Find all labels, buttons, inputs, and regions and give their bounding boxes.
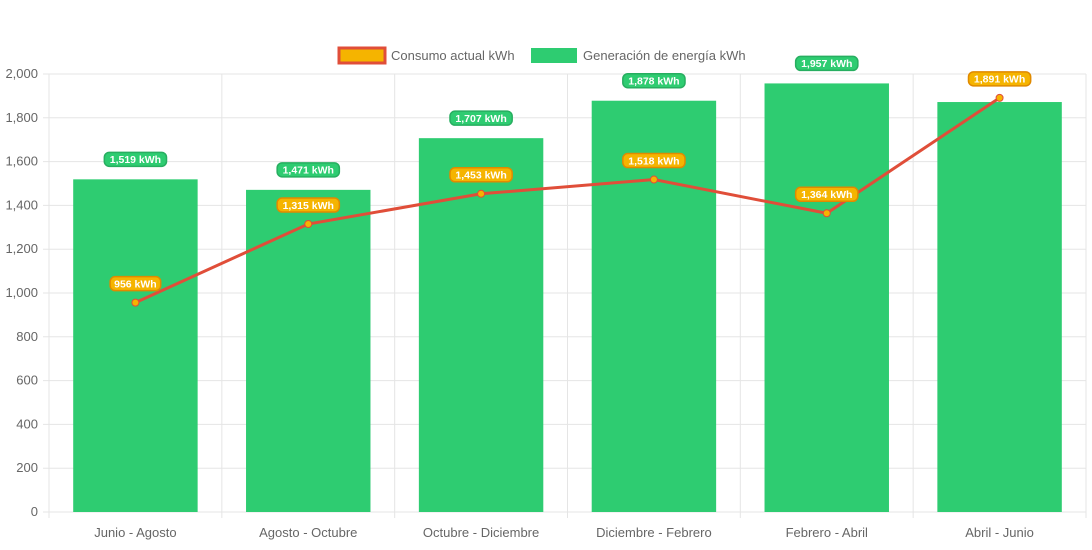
- line-value-label-box: [794, 186, 859, 203]
- y-tick-label: 0: [31, 504, 38, 519]
- bar[interactable]: [73, 179, 198, 513]
- line-value-label-box: [622, 152, 686, 169]
- legend: Consumo actual kWh Generación de energía…: [337, 46, 746, 65]
- line-value-label-text: 1,891 kWh: [974, 74, 1025, 86]
- x-tick-label: Agosto - Octubre: [259, 525, 357, 540]
- y-tick-label: 600: [16, 373, 38, 388]
- bar[interactable]: [246, 189, 371, 512]
- bar-value-label-text: 1,878 kWh: [628, 76, 679, 88]
- bar-value-label-box: [622, 72, 686, 89]
- line-point[interactable]: [995, 93, 1004, 102]
- line-value-label: 1,315 kWh: [276, 197, 341, 213]
- line-value-label: 1,453 kWh: [449, 167, 513, 183]
- line-value-label-text: 1,518 kWh: [628, 155, 679, 167]
- line-point[interactable]: [822, 209, 831, 218]
- line-value-label-text: 1,364 kWh: [801, 189, 852, 201]
- bar-value-label-box: [449, 110, 513, 126]
- grid-lines: [43, 73, 1087, 518]
- line-point[interactable]: [131, 298, 140, 307]
- y-tick-label: 1,600: [5, 154, 38, 169]
- line-value-label: 1,518 kWh: [622, 152, 686, 169]
- bar-value-label-text: 1,707 kWh: [455, 113, 506, 125]
- bar-value-label-box: [276, 162, 341, 178]
- line-value-label-box: [109, 275, 162, 292]
- y-tick-label: 1,800: [5, 110, 38, 125]
- x-tick-label: Abril - Junio: [965, 525, 1034, 540]
- bar-series-generacion: [73, 83, 1062, 513]
- line-point[interactable]: [304, 220, 313, 229]
- data-labels: 1,519 kWh 1,471 kWh 1,707 kWh 1,878 kWh 1,95…: [103, 55, 1032, 292]
- line-value-label-text: 1,453 kWh: [455, 170, 506, 182]
- legend-label-consumo[interactable]: Consumo actual kWh: [391, 48, 515, 63]
- line-value-label: 1,891 kWh: [967, 71, 1032, 87]
- bar-value-label: 1,957 kWh: [794, 55, 859, 72]
- line-value-label-text: 956 kWh: [114, 278, 157, 290]
- line-value-label-box: [449, 167, 513, 183]
- x-tick-label: Junio - Agosto: [94, 525, 176, 540]
- line-value-label-box: [276, 197, 341, 213]
- bar-value-label: 1,878 kWh: [622, 72, 686, 89]
- line-value-label: 1,364 kWh: [794, 186, 859, 203]
- line-point[interactable]: [477, 189, 486, 198]
- y-axis: 0 200 400 600 800 1,000 1,200 1,400 1,600 1,800 2,…: [5, 66, 38, 519]
- bar-value-label: 1,707 kWh: [449, 110, 513, 126]
- bar-value-label: 1,471 kWh: [276, 162, 341, 178]
- y-tick-label: 1,000: [5, 285, 38, 300]
- bar[interactable]: [764, 83, 889, 513]
- x-tick-label: Febrero - Abril: [786, 525, 868, 540]
- legend-swatch-consumo[interactable]: [337, 46, 387, 65]
- x-axis: Junio - Agosto Agosto - Octubre Octubre - …: [94, 525, 1034, 540]
- legend-label-generacion[interactable]: Generación de energía kWh: [583, 48, 746, 63]
- bar-value-label-text: 1,471 kWh: [283, 165, 334, 177]
- y-tick-label: 400: [16, 416, 38, 431]
- y-tick-label: 200: [16, 460, 38, 475]
- y-tick-label: 2,000: [5, 66, 38, 81]
- legend-swatch-generacion[interactable]: [531, 48, 577, 63]
- line-value-label: 956 kWh: [109, 275, 162, 292]
- line-value-label-box: [967, 71, 1032, 87]
- x-tick-label: Diciembre - Febrero: [596, 525, 712, 540]
- bar-value-label-box: [103, 151, 168, 168]
- bar[interactable]: [937, 102, 1062, 513]
- line-value-label-text: 1,315 kWh: [283, 200, 334, 212]
- bar-value-label: 1,519 kWh: [103, 151, 168, 168]
- bar[interactable]: [591, 100, 717, 512]
- y-tick-label: 1,200: [5, 241, 38, 256]
- bar-value-label-text: 1,957 kWh: [801, 58, 852, 70]
- y-tick-label: 1,400: [5, 197, 38, 212]
- bar-value-label-box: [794, 55, 859, 72]
- line-point[interactable]: [649, 175, 658, 184]
- x-tick-label: Octubre - Diciembre: [423, 525, 539, 540]
- bar-value-label-text: 1,519 kWh: [110, 154, 161, 166]
- y-tick-label: 800: [16, 329, 38, 344]
